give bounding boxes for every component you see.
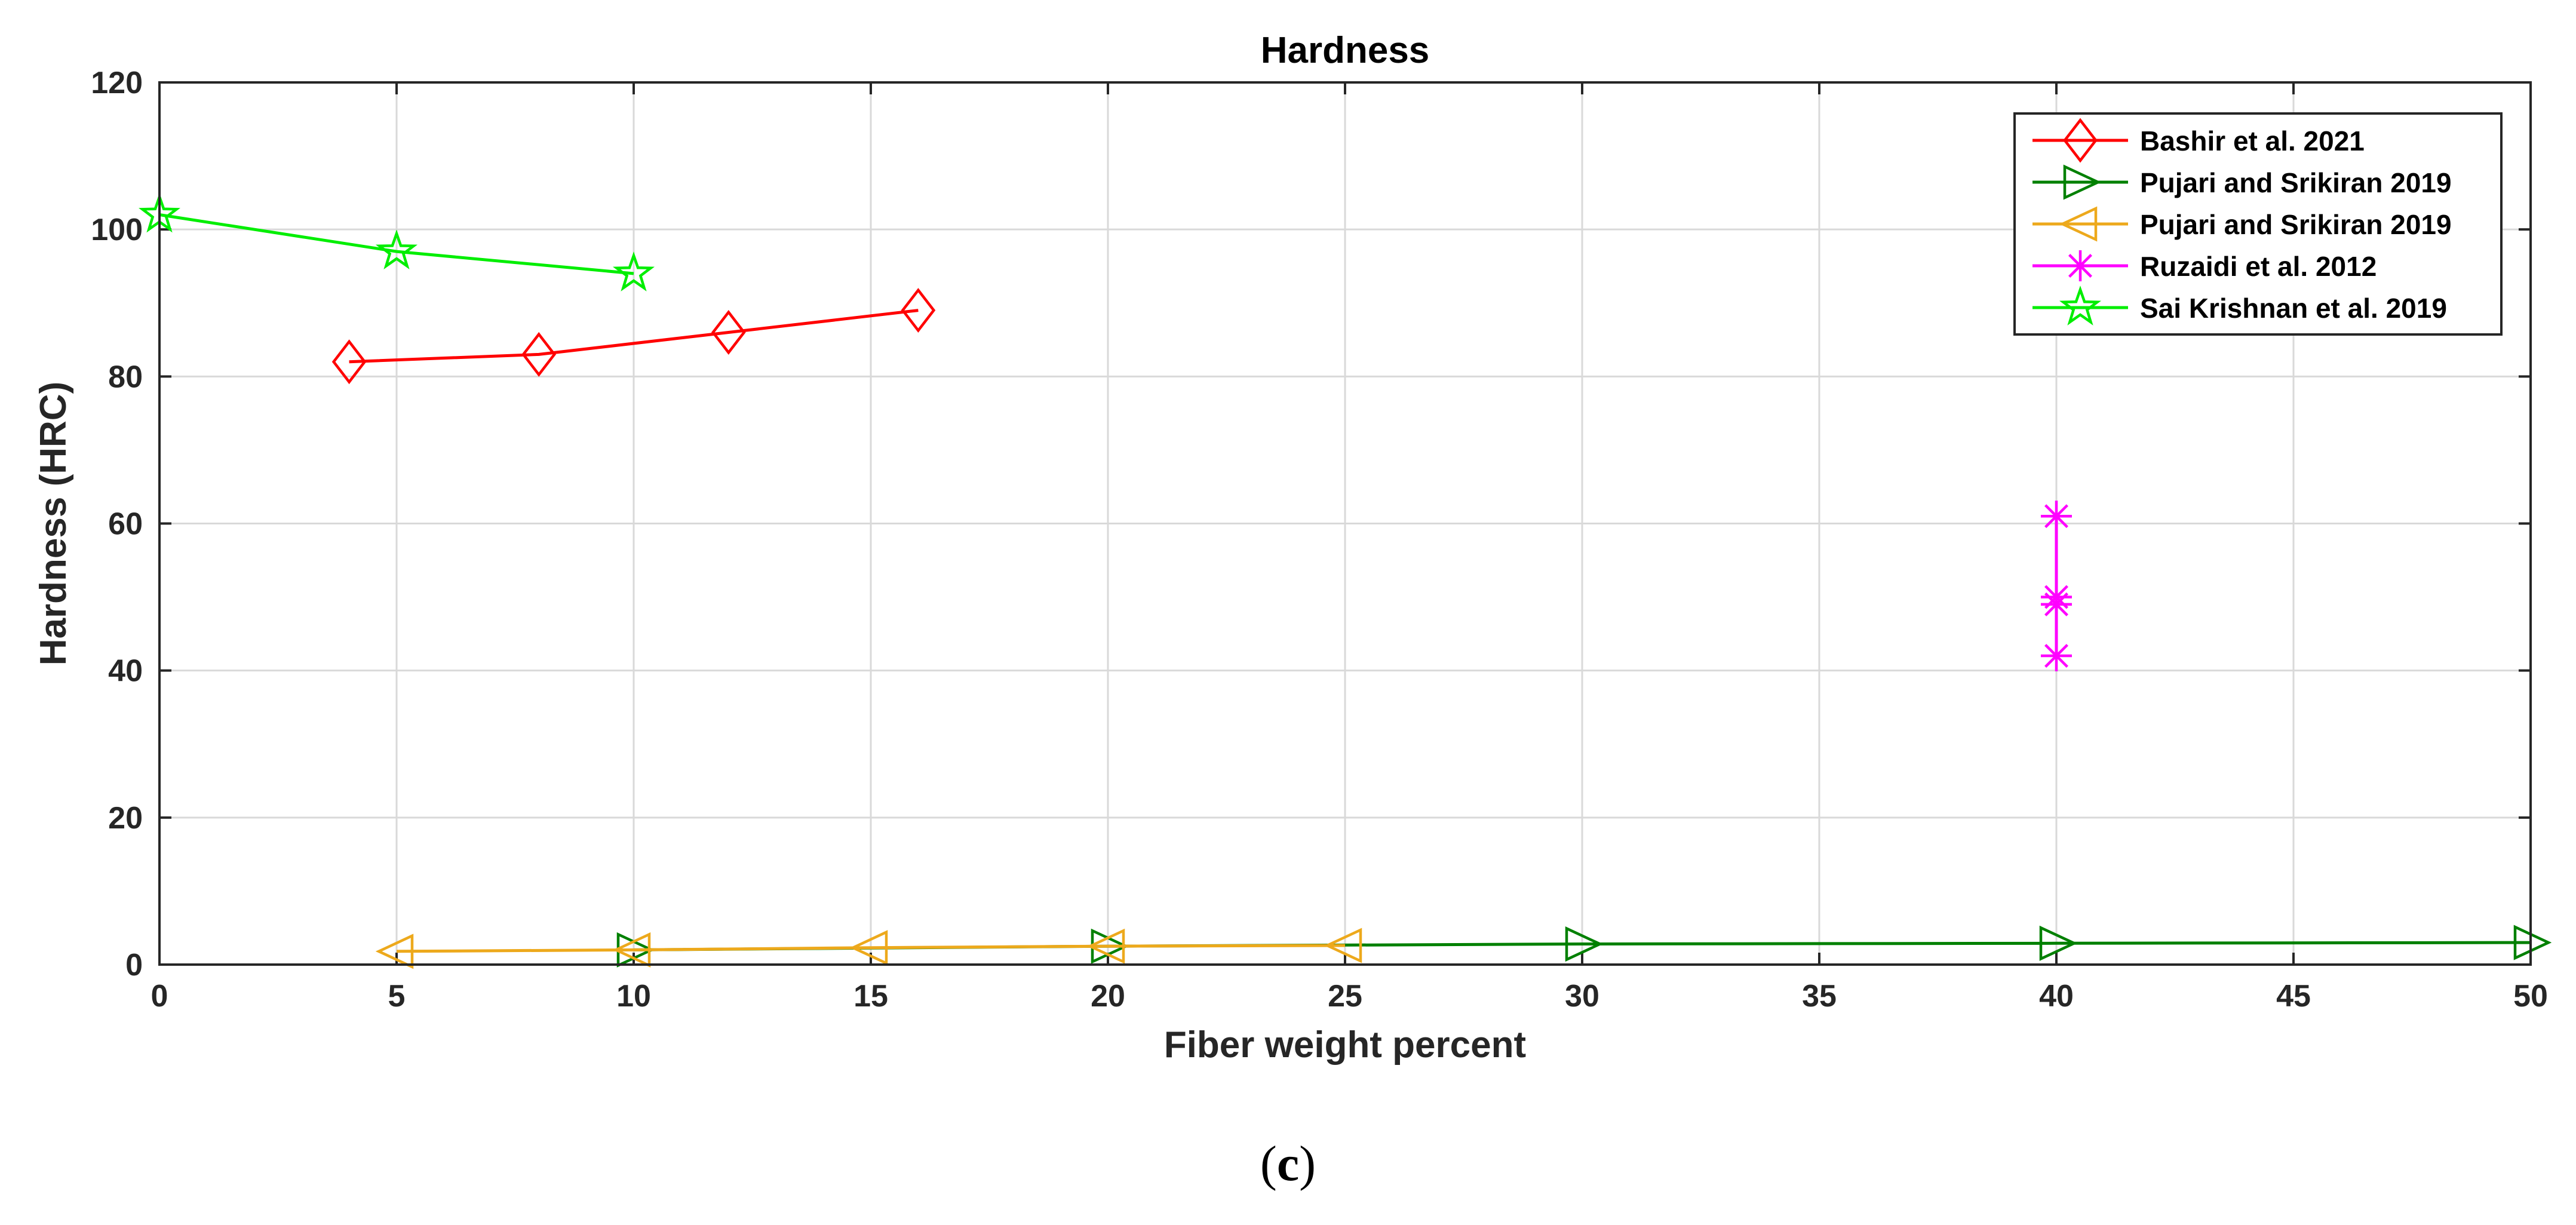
caption-close: )	[1299, 1136, 1316, 1192]
asterisk-marker-stroke	[2044, 644, 2068, 668]
x-tick-label: 25	[1328, 979, 1362, 1014]
series-line	[159, 213, 634, 275]
triangle-left-marker-shape	[2059, 206, 2098, 242]
y-tick-label: 80	[108, 360, 143, 394]
data-point	[331, 339, 367, 385]
legend-marker	[2059, 285, 2102, 326]
legend: Bashir et al. 2021 Pujari and Srikiran 20…	[2013, 112, 2503, 336]
asterisk-marker-stroke	[2044, 504, 2068, 529]
data-point	[521, 331, 557, 377]
x-tick-label: 5	[388, 979, 406, 1014]
legend-entry: Sai Krishnan et al. 2019	[2032, 285, 2447, 326]
triangle-right-marker-shape	[2063, 164, 2102, 200]
series-0	[331, 288, 936, 385]
data-point	[901, 288, 936, 333]
x-tick-label: 0	[151, 979, 168, 1014]
legend-label: Pujari and Srikiran 2019	[2140, 167, 2452, 198]
data-point	[612, 251, 655, 291]
legend-entry: Ruzaidi et al. 2012	[2032, 250, 2377, 282]
x-tick-label: 50	[2513, 979, 2548, 1014]
series-line	[349, 309, 919, 364]
legend-marker	[2065, 250, 2096, 281]
data-point	[711, 309, 746, 355]
data-point	[2041, 581, 2072, 613]
triangle-right-marker-shape	[1565, 926, 1604, 962]
legend-label: Sai Krishnan et al. 2019	[2140, 293, 2447, 324]
y-tick-label: 100	[91, 213, 143, 247]
figure-caption: (c)	[0, 1135, 2576, 1193]
triangle-left-marker-shape	[612, 932, 651, 968]
legend-entry: Bashir et al. 2021	[2032, 118, 2365, 163]
data-point	[375, 229, 418, 269]
x-tick-label: 15	[853, 979, 888, 1014]
x-tick-label: 45	[2276, 979, 2311, 1014]
y-tick-label: 120	[91, 66, 143, 100]
data-point	[849, 930, 888, 966]
triangle-left-marker-shape	[1324, 928, 1362, 963]
pentagram-marker-shape	[375, 229, 418, 269]
x-tick-label: 20	[1091, 979, 1125, 1014]
data-point	[2041, 640, 2072, 672]
data-point	[2041, 501, 2072, 532]
data-point	[1086, 928, 1125, 964]
legend-label: Bashir et al. 2021	[2140, 125, 2365, 156]
legend-entry: Pujari and Srikiran 2019	[2032, 206, 2452, 242]
pentagram-marker-shape	[2059, 285, 2102, 326]
legend-entry: Pujari and Srikiran 2019	[2032, 164, 2452, 200]
data-point	[1324, 928, 1362, 963]
data-point	[375, 934, 414, 969]
pentagram-marker-shape	[612, 251, 655, 291]
asterisk-marker-stroke	[2068, 254, 2092, 278]
triangle-left-marker-shape	[849, 930, 888, 966]
series-line	[396, 944, 1346, 953]
hardness-chart: 0 5 10 15 20 25 30 35 40 45 50 0 20 40 60 80 100 120 Hard…	[33, 30, 2552, 1066]
legend-marker	[2063, 164, 2102, 200]
legend-marker	[2059, 206, 2098, 242]
y-tick-label: 0	[125, 948, 143, 983]
x-tick-label: 40	[2039, 979, 2074, 1014]
legend-label: Pujari and Srikiran 2019	[2140, 209, 2452, 240]
diamond-marker-shape	[2063, 118, 2098, 163]
chart-title: Hardness	[1261, 30, 1430, 71]
y-tick-label: 40	[108, 654, 143, 689]
series-2	[375, 928, 1362, 969]
legend-label: Ruzaidi et al. 2012	[2140, 251, 2377, 282]
y-tick-label: 60	[108, 507, 143, 542]
x-tick-label: 30	[1565, 979, 1599, 1014]
triangle-left-marker-shape	[1086, 928, 1125, 964]
data-point	[2039, 925, 2078, 961]
diamond-marker-shape	[711, 309, 746, 355]
diamond-marker-shape	[901, 288, 936, 333]
data-point	[1565, 926, 1604, 962]
y-tick-label: 20	[108, 801, 143, 836]
diamond-marker-shape	[331, 339, 367, 385]
asterisk-marker-stroke	[2044, 585, 2068, 609]
data-series	[139, 192, 2552, 969]
diamond-marker-shape	[521, 331, 557, 377]
data-point	[612, 932, 651, 968]
plot-frame	[158, 81, 2532, 966]
caption-letter: c	[1276, 1136, 1300, 1192]
x-tick-label: 35	[1802, 979, 1837, 1014]
series-3	[2041, 501, 2072, 672]
y-axis-label: Hardness (HRC)	[33, 382, 74, 665]
legend-marker	[2063, 118, 2098, 163]
caption-open: (	[1260, 1136, 1277, 1192]
triangle-left-marker-shape	[375, 934, 414, 969]
triangle-right-marker-shape	[2039, 925, 2078, 961]
x-tick-label: 10	[616, 979, 651, 1014]
x-axis-label: Fiber weight percent	[1164, 1024, 1526, 1066]
axis-ticks: 0 5 10 15 20 25 30 35 40 45 50 0 20 40 60 80 100 120	[91, 66, 2548, 1014]
